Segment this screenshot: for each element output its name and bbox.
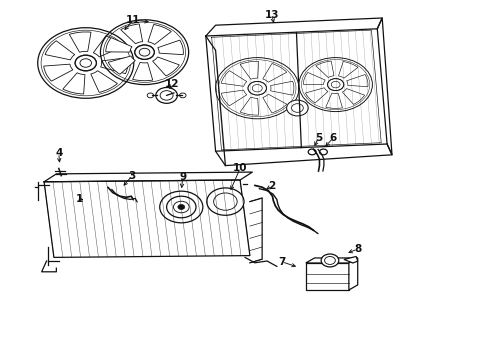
Text: 11: 11 xyxy=(126,15,141,25)
Circle shape xyxy=(248,81,267,95)
Text: 12: 12 xyxy=(165,79,180,89)
Polygon shape xyxy=(306,258,358,263)
Wedge shape xyxy=(106,38,132,52)
Polygon shape xyxy=(306,263,349,290)
Text: 9: 9 xyxy=(179,172,186,182)
Wedge shape xyxy=(133,62,153,81)
Text: 8: 8 xyxy=(354,244,361,254)
Wedge shape xyxy=(63,73,85,94)
Text: 1: 1 xyxy=(76,194,83,204)
Circle shape xyxy=(319,149,327,155)
Circle shape xyxy=(328,79,344,91)
Text: 13: 13 xyxy=(265,10,279,20)
Wedge shape xyxy=(108,56,135,74)
Text: 5: 5 xyxy=(315,133,322,143)
Wedge shape xyxy=(263,63,287,82)
Circle shape xyxy=(75,55,97,71)
Circle shape xyxy=(178,204,185,210)
Circle shape xyxy=(207,188,244,215)
Circle shape xyxy=(321,254,339,267)
Circle shape xyxy=(147,93,154,98)
Wedge shape xyxy=(305,88,328,103)
Wedge shape xyxy=(339,62,358,78)
Polygon shape xyxy=(349,258,358,290)
Wedge shape xyxy=(316,61,334,77)
Text: 10: 10 xyxy=(233,163,247,174)
Text: 2: 2 xyxy=(269,181,275,191)
Circle shape xyxy=(160,191,203,223)
Circle shape xyxy=(179,93,186,98)
Wedge shape xyxy=(240,97,259,115)
Wedge shape xyxy=(148,24,171,44)
Wedge shape xyxy=(44,64,73,81)
Wedge shape xyxy=(263,94,287,113)
Wedge shape xyxy=(158,40,183,55)
Wedge shape xyxy=(326,93,343,108)
Wedge shape xyxy=(70,32,91,52)
Polygon shape xyxy=(344,256,358,263)
Text: 4: 4 xyxy=(55,148,63,158)
Circle shape xyxy=(135,45,154,59)
Wedge shape xyxy=(221,90,247,106)
Circle shape xyxy=(287,100,308,116)
Wedge shape xyxy=(270,81,294,95)
Circle shape xyxy=(156,87,177,103)
Text: 6: 6 xyxy=(330,133,337,143)
Wedge shape xyxy=(152,57,179,76)
Wedge shape xyxy=(346,75,368,87)
Text: 3: 3 xyxy=(129,171,136,181)
Wedge shape xyxy=(121,24,143,44)
Wedge shape xyxy=(91,71,118,93)
Wedge shape xyxy=(303,72,325,85)
Wedge shape xyxy=(240,61,259,79)
Wedge shape xyxy=(45,41,74,60)
Wedge shape xyxy=(100,58,128,73)
Circle shape xyxy=(308,149,316,155)
Wedge shape xyxy=(343,89,365,104)
Wedge shape xyxy=(93,36,122,57)
Wedge shape xyxy=(221,71,247,86)
Text: 7: 7 xyxy=(278,257,286,267)
